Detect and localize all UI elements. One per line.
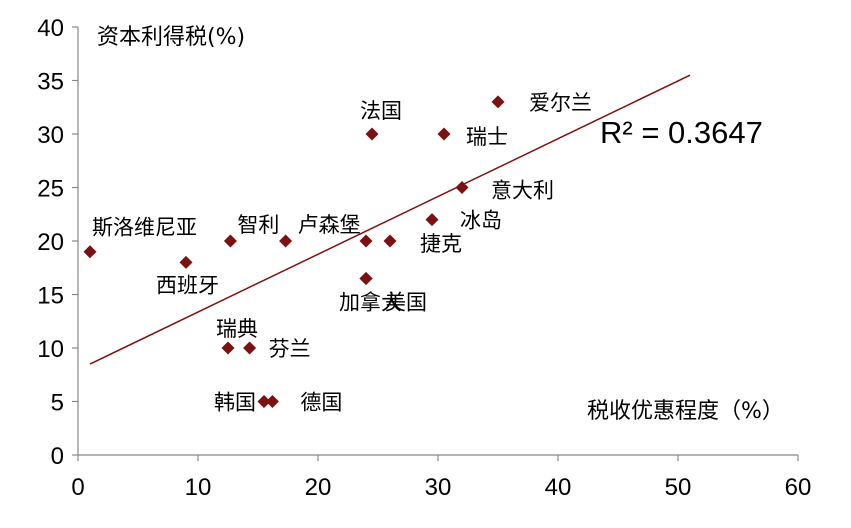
point-label: 美国 <box>385 290 427 314</box>
x-tick-label: 0 <box>71 474 84 501</box>
point-label: 斯洛维尼亚 <box>92 216 197 240</box>
y-axis-title: 资本利得税(%) <box>97 25 245 50</box>
y-tick-label: 5 <box>51 390 64 417</box>
x-tick-label: 30 <box>425 474 452 501</box>
data-point-斯洛维尼亚 <box>83 245 97 259</box>
point-label: 捷克 <box>420 232 462 256</box>
data-point-智利 <box>223 234 237 248</box>
x-axis-title: 税收优惠程度（%） <box>587 399 784 424</box>
point-label: 瑞典 <box>216 317 258 341</box>
data-point-爱尔兰 <box>491 95 505 109</box>
y-tick-label: 30 <box>37 122 64 149</box>
point-label: 瑞士 <box>466 125 508 149</box>
x-tick-label: 50 <box>665 474 692 501</box>
data-point-瑞士 <box>437 127 451 141</box>
point-label: 芬兰 <box>269 337 311 361</box>
y-tick-label: 20 <box>37 229 64 256</box>
data-point-加拿大 <box>359 271 373 285</box>
point-label: 爱尔兰 <box>529 91 592 115</box>
axes: 0 5 10 15 20 25 30 35 40 0 10 20 30 40 50 60 <box>37 15 811 501</box>
data-point-西班牙 <box>179 255 193 269</box>
point-label: 法国 <box>360 99 402 123</box>
point-label: 西班牙 <box>156 273 219 297</box>
x-tick-label: 60 <box>785 474 812 501</box>
point-label: 德国 <box>300 391 342 415</box>
data-point-德国 <box>265 395 279 408</box>
data-point-法国 <box>365 127 379 141</box>
y-tick-label: 15 <box>37 283 64 310</box>
point-label: 智利 <box>237 213 279 237</box>
data-point-卢森堡 <box>279 234 293 248</box>
points-group <box>83 95 505 408</box>
y-tick-label: 25 <box>37 176 64 203</box>
x-tick-label: 40 <box>545 474 572 501</box>
x-tick-label: 10 <box>185 474 212 501</box>
data-point-瑞典 <box>221 341 235 355</box>
point-label: 韩国 <box>214 391 256 415</box>
trendline <box>89 74 691 365</box>
point-label: 冰岛 <box>460 209 502 233</box>
data-point-意大利 <box>455 181 469 194</box>
x-tick-label: 20 <box>305 474 332 501</box>
point-label: 加拿大 <box>339 290 402 314</box>
data-point-芬兰 <box>243 341 257 355</box>
trendline-group <box>89 74 691 365</box>
data-point-韩国 <box>257 395 271 408</box>
y-tick-label: 35 <box>37 69 64 96</box>
r-squared-annotation: R² = 0.3647 <box>600 115 763 150</box>
y-tick-label: 0 <box>51 443 64 470</box>
data-point-冰岛 <box>425 213 439 227</box>
y-tick-label: 10 <box>37 336 64 363</box>
point-label: 卢森堡 <box>298 213 361 237</box>
point-label: 意大利 <box>491 179 554 203</box>
y-tick-label: 40 <box>37 15 64 42</box>
data-point-捷克 <box>383 234 397 248</box>
data-point <box>359 234 373 248</box>
